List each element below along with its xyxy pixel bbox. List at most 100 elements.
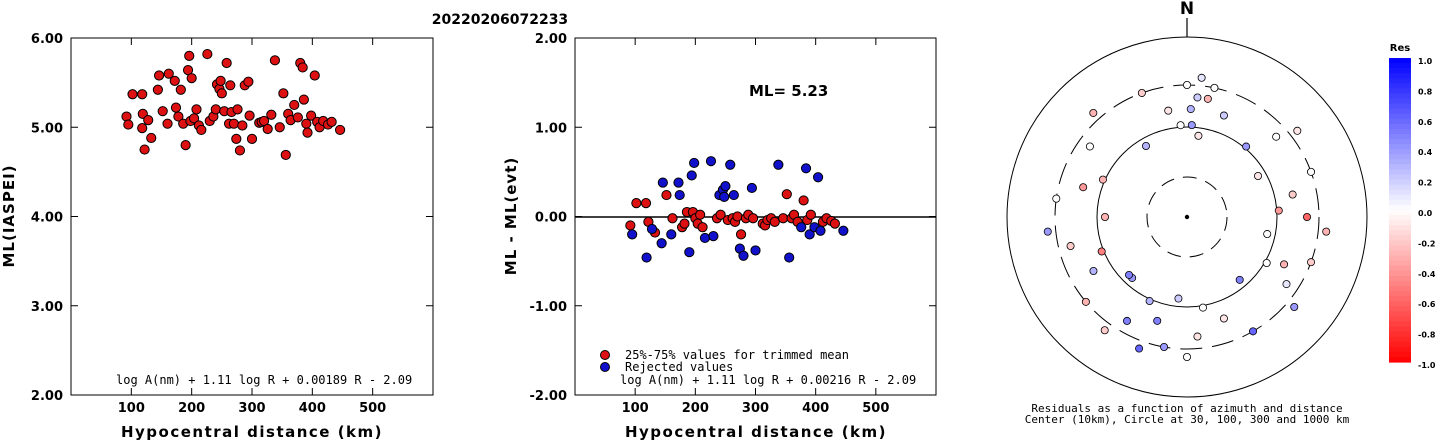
data-point [719, 191, 730, 202]
station-marker [1254, 171, 1263, 180]
y-tick-label: 5.00 [31, 121, 63, 136]
station-marker [1085, 142, 1094, 151]
colorbar-tick-label: 1.0 [1418, 57, 1433, 66]
colorbar-cell [1389, 139, 1411, 145]
colorbar-cell [1389, 73, 1411, 79]
colorbar-cell [1389, 78, 1411, 84]
colorbar-cell [1389, 311, 1411, 317]
colorbar-cell [1389, 88, 1411, 95]
x-axis-label: Hypocentral distance (km) [625, 423, 887, 441]
colorbar-tick-label: 0.8 [1418, 87, 1433, 96]
station-marker [1210, 83, 1219, 92]
y-tick-label: 2.00 [535, 32, 567, 47]
colorbar-cell [1389, 154, 1411, 160]
data-point [137, 89, 148, 100]
data-point [666, 229, 677, 240]
x-tick-label: 300 [742, 401, 769, 416]
data-points [121, 48, 346, 161]
colorbar-cell [1389, 316, 1411, 323]
map-caption-line1: Residuals as a function of azimuth and d… [1031, 402, 1342, 415]
colorbar-cell [1389, 83, 1411, 89]
data-point [228, 118, 239, 129]
data-point [689, 157, 700, 169]
y-tick-label: 0.00 [535, 211, 567, 226]
station-marker [1079, 183, 1088, 192]
data-point [153, 70, 165, 81]
data-point [657, 177, 668, 188]
formula-text: log A(nm) + 1.11 log R + 0.00189 R - 2.0… [116, 373, 412, 387]
data-point [708, 231, 719, 242]
colorbar-tick-label: -0.8 [1418, 331, 1436, 340]
data-point [169, 75, 180, 86]
colorbar-tick-labels: 1.0 0.8 0.6 0.4 0.2 0.0 -0.2 -0.4 -0.6 -0.8 -1.0 [1418, 57, 1436, 370]
legend-marker-rejected [600, 362, 610, 372]
data-point [705, 156, 717, 167]
colorbar-tick-label: 0.2 [1418, 179, 1432, 188]
legend: 25%-75% values for trimmed mean Rejected… [600, 348, 849, 374]
colorbar-cell [1389, 159, 1411, 165]
data-point [139, 144, 150, 155]
data-point [221, 57, 232, 69]
data-point [269, 55, 281, 66]
station-marker [1098, 175, 1107, 184]
colorbar-cell [1389, 103, 1411, 110]
data-point [804, 229, 815, 240]
x-tick-label: 200 [178, 401, 205, 416]
colorbar-tick-label: 0.4 [1418, 148, 1433, 157]
station-marker [1137, 88, 1146, 97]
station-marker [1160, 342, 1169, 351]
data-point [684, 247, 695, 258]
ml-vs-distance-panel: 100 200 300 400 500 2.00 3.00 4.00 5.00 6.00 ML(I… [0, 32, 434, 441]
data-point [699, 232, 711, 244]
data-point [143, 115, 154, 126]
colorbar-cell [1389, 286, 1411, 292]
station-marker [1219, 314, 1228, 323]
data-point [674, 189, 685, 201]
data-point [641, 252, 652, 263]
station-marker [1125, 270, 1134, 279]
station-marker [1293, 126, 1302, 135]
station-marker [1282, 280, 1291, 289]
station-marker [1164, 106, 1173, 115]
colorbar-cell [1389, 306, 1411, 312]
colorbar-cell [1389, 144, 1411, 150]
epicenter-dot [1184, 214, 1190, 220]
colorbar-cell [1389, 255, 1411, 262]
colorbar-cell [1389, 341, 1411, 348]
colorbar-cell [1389, 128, 1411, 135]
data-point [127, 89, 138, 100]
data-point [162, 118, 173, 129]
x-tick-label: 500 [862, 401, 889, 416]
data-point [773, 159, 784, 170]
data-point [280, 149, 291, 161]
station-marker [1081, 297, 1090, 306]
north-label: N [1180, 0, 1194, 19]
data-point [829, 218, 841, 229]
colorbar-cell [1389, 63, 1411, 69]
x-tick-label: 100 [622, 401, 649, 416]
data-point [186, 73, 197, 84]
colorbar-cell [1389, 108, 1411, 115]
data-point [697, 222, 708, 233]
data-point [231, 133, 242, 144]
data-point [202, 48, 213, 60]
data-point [750, 245, 761, 256]
data-point [191, 104, 202, 115]
station-marker [1145, 297, 1154, 306]
data-point [738, 250, 749, 261]
station-marker [1174, 294, 1183, 303]
colorbar-cells [1389, 58, 1411, 363]
station-marker [1263, 230, 1272, 239]
station-marker [1187, 121, 1196, 130]
colorbar-tick-label: -1.0 [1418, 361, 1436, 370]
colorbar-cell [1389, 230, 1411, 236]
data-point [234, 145, 246, 156]
data-point [725, 159, 736, 170]
data-point [123, 119, 134, 130]
map-caption-line2: Center (10km), Circle at 30, 100, 300 an… [1025, 413, 1350, 426]
colorbar-cell [1389, 336, 1411, 343]
colorbar-cell [1389, 326, 1411, 333]
data-point [215, 75, 226, 86]
data-point [326, 116, 337, 127]
